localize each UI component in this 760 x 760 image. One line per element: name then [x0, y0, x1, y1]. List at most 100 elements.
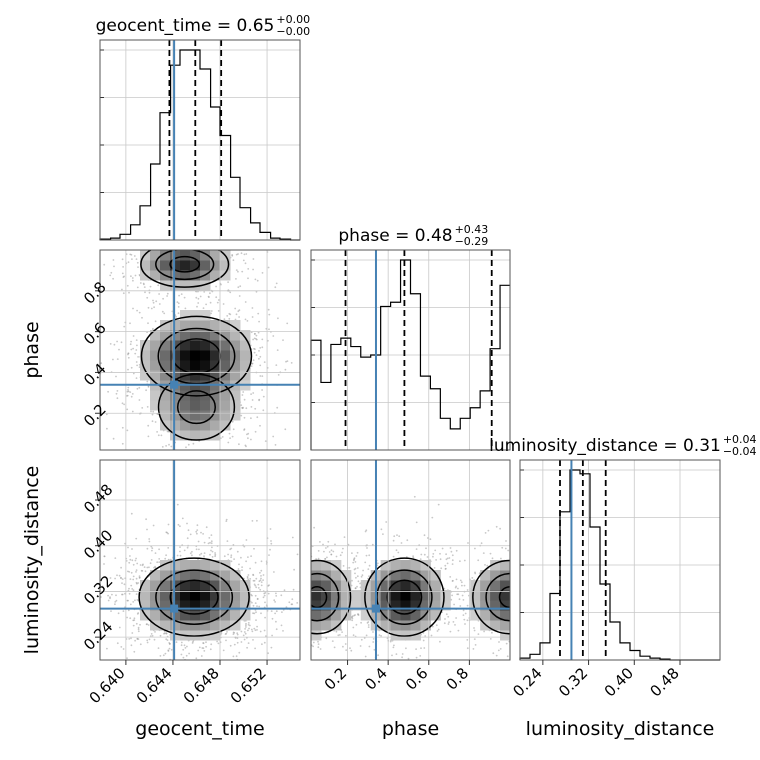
contour-line [472, 559, 510, 635]
histogram-geocent_time [99, 49, 300, 241]
contour-line [176, 390, 216, 425]
hist-grid-geocent_time [100, 49, 300, 193]
hist-bar [440, 418, 450, 450]
panel-frame-hist-luminosity_distance [519, 459, 721, 661]
y-axis-label-phase: phase [21, 321, 43, 378]
x-tick-label-phase: 0.8 [443, 664, 473, 694]
contour-line [157, 373, 236, 441]
x-tick-label-luminosity_distance: 0.48 [646, 664, 682, 700]
contour-line [169, 579, 219, 615]
hist-bar [550, 594, 560, 661]
hist-bar [251, 223, 260, 240]
hist-bar [540, 643, 550, 660]
contour-line [364, 557, 445, 637]
y-axis-label-luminosity_distance: luminosity_distance [21, 466, 43, 655]
x-tick-label-geocent_time: 0.648 [180, 664, 223, 707]
contour-line [311, 559, 352, 635]
panel-frame-luminosity_distance_vs_phase [310, 459, 511, 661]
hist-bar [391, 302, 401, 450]
panel-frame-hist-phase [310, 249, 511, 451]
y-tick-label-phase: 0.8 [80, 278, 110, 308]
hist-bar [120, 234, 131, 240]
hist-bar [500, 285, 510, 450]
grid-hist-phase [347, 250, 470, 450]
hist-bar [140, 206, 151, 240]
grid-luminosity_distance_vs_phase [311, 460, 510, 660]
x-tick-label-geocent_time: 0.640 [86, 664, 129, 707]
hist-bar [351, 347, 361, 450]
contour-line [311, 572, 340, 622]
grid-hist-luminosity_distance [542, 460, 681, 660]
hist-bar [590, 527, 600, 660]
hist-bar [450, 429, 460, 450]
title-luminosity_distance: luminosity_distance = 0.31 [489, 436, 721, 456]
histogram-phase [310, 259, 510, 450]
hist-bar [311, 340, 321, 450]
title-phase: phase = 0.48 [338, 226, 452, 246]
x-axis-label-luminosity_distance: luminosity_distance [526, 718, 715, 740]
title-geocent_time: geocent_time = 0.65 [96, 16, 275, 36]
hist-bar [430, 389, 440, 450]
x-tick-label-geocent_time: 0.652 [227, 664, 270, 707]
hist-bar [411, 294, 421, 450]
hist-bar [231, 177, 240, 240]
panel-frame-phase_vs_geocent_time [99, 249, 301, 451]
truth-marker [170, 604, 179, 613]
hist-bar [321, 382, 331, 450]
x-tick-label-phase: 0.4 [361, 664, 391, 694]
contour-line [138, 557, 250, 637]
hist-bar [560, 512, 570, 660]
title-minus-geocent_time: −0.00 [276, 25, 310, 38]
title-minus-luminosity_distance: −0.04 [723, 445, 757, 458]
x-tick-label-phase: 0.2 [321, 664, 351, 694]
hist-bar [361, 357, 371, 450]
contour-line [169, 255, 201, 273]
hist-bar [211, 107, 220, 240]
density-luminosity_distance_vs_phase [311, 495, 510, 660]
y-tick-label-luminosity_distance: 0.48 [80, 480, 116, 516]
x-tick-label-geocent_time: 0.644 [133, 664, 176, 707]
hist-bar [630, 651, 640, 661]
density-phase_vs_geocent_time [100, 250, 293, 449]
hist-bar [381, 306, 391, 450]
y-tick-label-luminosity_distance: 0.40 [80, 526, 116, 562]
contour-line [140, 315, 253, 397]
x-axis-label-phase: phase [382, 718, 439, 740]
panel-frame-hist-geocent_time [99, 39, 301, 241]
x-tick-label-luminosity_distance: 0.32 [555, 664, 591, 700]
x-tick-label-luminosity_distance: 0.40 [601, 664, 637, 700]
hist-bar [610, 622, 620, 660]
truth-marker [371, 604, 380, 613]
title-plus-luminosity_distance: +0.04 [723, 433, 757, 446]
y-tick-label-phase: 0.6 [80, 319, 110, 349]
histogram-luminosity_distance [519, 469, 720, 661]
y-tick-label-luminosity_distance: 0.24 [80, 618, 116, 654]
contour-line [386, 579, 423, 615]
hist-bar [171, 65, 180, 240]
grid-luminosity_distance_vs_geocent_time [100, 460, 300, 660]
y-tick-label-phase: 0.2 [80, 400, 110, 430]
hist-bar [200, 69, 211, 240]
title-minus-phase: −0.29 [455, 235, 489, 248]
grid-phase_vs_geocent_time [100, 250, 300, 450]
hist-bar [240, 208, 251, 240]
hist-bar [620, 643, 630, 660]
grid-hist-geocent_time [125, 40, 268, 240]
hist-bar [151, 164, 160, 240]
title-plus-phase: +0.43 [455, 223, 489, 236]
x-tick-label-phase: 0.6 [402, 664, 432, 694]
x-tick-label-luminosity_distance: 0.24 [509, 664, 545, 700]
hist-bar [460, 418, 470, 450]
hist-bar [331, 344, 341, 450]
x-axis-label-geocent_time: geocent_time [135, 718, 264, 740]
hist-grid-luminosity_distance [520, 469, 720, 613]
contour-line [311, 586, 328, 609]
panel-frame-luminosity_distance_vs_geocent_time [99, 459, 301, 661]
contour-line [485, 572, 510, 622]
contour-line [155, 569, 234, 625]
hist-bar [470, 408, 480, 450]
hist-bar [131, 225, 140, 240]
title-plus-geocent_time: +0.00 [276, 13, 310, 26]
